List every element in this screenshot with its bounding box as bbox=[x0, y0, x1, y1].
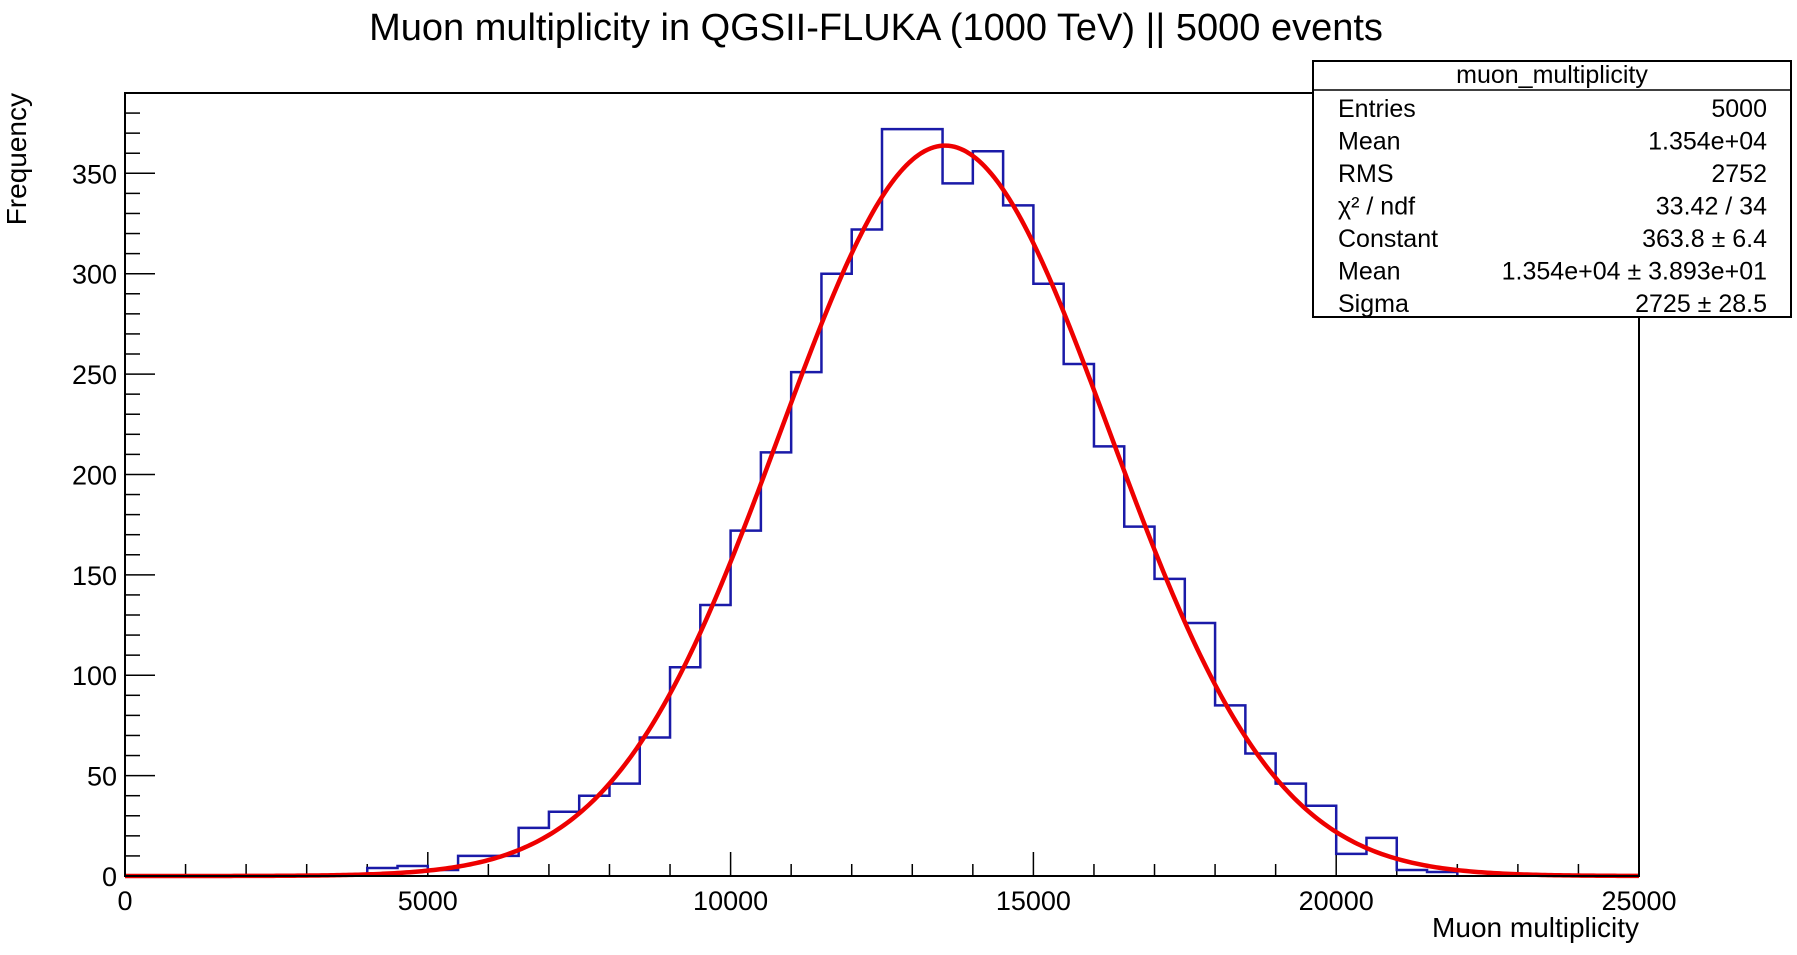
histogram-bin bbox=[912, 129, 942, 876]
histogram-bin bbox=[640, 737, 670, 876]
y-axis-label: Frequency bbox=[1, 93, 32, 225]
histogram-bin bbox=[761, 452, 791, 876]
stats-box-title: muon_multiplicity bbox=[1456, 61, 1648, 89]
stats-row-label: Entries bbox=[1338, 95, 1416, 123]
stats-row-value: 5000 bbox=[1711, 95, 1767, 123]
stats-row-label: Sigma bbox=[1338, 290, 1409, 318]
histogram-bin bbox=[1185, 623, 1215, 876]
stats-box: muon_multiplicity Entries 5000 Mean 1.354e+… bbox=[1312, 60, 1792, 318]
x-tick-label: 25000 bbox=[1601, 886, 1676, 916]
y-tick-label: 350 bbox=[72, 159, 117, 189]
stats-row-label: χ² / ndf bbox=[1338, 193, 1415, 221]
stats-row-label: Constant bbox=[1338, 225, 1438, 253]
y-tick-label: 250 bbox=[72, 360, 117, 390]
histogram-bin bbox=[1306, 806, 1336, 876]
histogram-bin bbox=[1336, 854, 1366, 876]
histogram-bin bbox=[973, 151, 1003, 876]
plot-frame bbox=[124, 92, 1640, 877]
y-tick-label: 0 bbox=[102, 862, 117, 892]
stats-row-value: 33.42 / 34 bbox=[1656, 193, 1767, 221]
stats-row-value: 363.8 ± 6.4 bbox=[1642, 225, 1767, 253]
x-axis-ticks: 0 5000 10000 15000 20000 25000 bbox=[117, 852, 1677, 916]
stats-row-label: RMS bbox=[1338, 160, 1394, 188]
histogram-bin bbox=[852, 230, 882, 876]
y-tick-label: 300 bbox=[72, 260, 117, 290]
y-axis-ticks: 0 50 100 150 200 250 300 350 bbox=[72, 92, 155, 892]
histogram-bin bbox=[943, 183, 973, 876]
stats-row-value: 2752 bbox=[1711, 160, 1767, 188]
histogram-bin bbox=[1155, 579, 1185, 876]
histogram-bin bbox=[1064, 364, 1094, 876]
x-tick-label: 5000 bbox=[398, 886, 458, 916]
histogram-bin bbox=[609, 784, 639, 876]
x-tick-label: 0 bbox=[117, 886, 132, 916]
histogram-bins bbox=[367, 129, 1457, 876]
histogram-bin bbox=[731, 531, 761, 876]
stats-row-label: Mean bbox=[1338, 128, 1401, 156]
histogram-bin bbox=[700, 605, 730, 876]
stats-row-value: 2725 ± 28.5 bbox=[1635, 290, 1767, 318]
x-tick-label: 20000 bbox=[1299, 886, 1374, 916]
histogram-bin bbox=[1003, 205, 1033, 876]
stats-row-label: Mean bbox=[1338, 258, 1401, 286]
stats-row-value: 1.354e+04 ± 3.893e+01 bbox=[1502, 258, 1767, 286]
histogram-bin bbox=[1124, 527, 1154, 876]
y-tick-label: 200 bbox=[72, 460, 117, 490]
gaussian-fit-curve bbox=[125, 143, 1639, 879]
y-tick-label: 150 bbox=[72, 561, 117, 591]
chart-title: Muon multiplicity in QGSII-FLUKA (1000 T… bbox=[369, 7, 1383, 49]
histogram-bin bbox=[1094, 446, 1124, 876]
histogram-bin bbox=[549, 812, 579, 876]
histogram-outline bbox=[365, 127, 1459, 876]
stats-box-frame bbox=[1312, 60, 1792, 318]
histogram-bin bbox=[670, 667, 700, 876]
stats-row-value: 1.354e+04 bbox=[1648, 128, 1767, 156]
x-tick-label: 15000 bbox=[996, 886, 1071, 916]
y-tick-label: 100 bbox=[72, 661, 117, 691]
y-tick-label: 50 bbox=[87, 762, 117, 792]
histogram-bin bbox=[791, 372, 821, 876]
histogram-bin bbox=[821, 274, 851, 876]
x-axis-label: Muon multiplicity bbox=[1432, 912, 1639, 943]
histogram-bin bbox=[882, 129, 912, 876]
stats-box-rows: Entries 5000 Mean 1.354e+04 RMS 2752 χ² / ndf 3… bbox=[1338, 95, 1767, 318]
histogram-bin bbox=[1033, 284, 1063, 876]
x-tick-label: 10000 bbox=[693, 886, 768, 916]
